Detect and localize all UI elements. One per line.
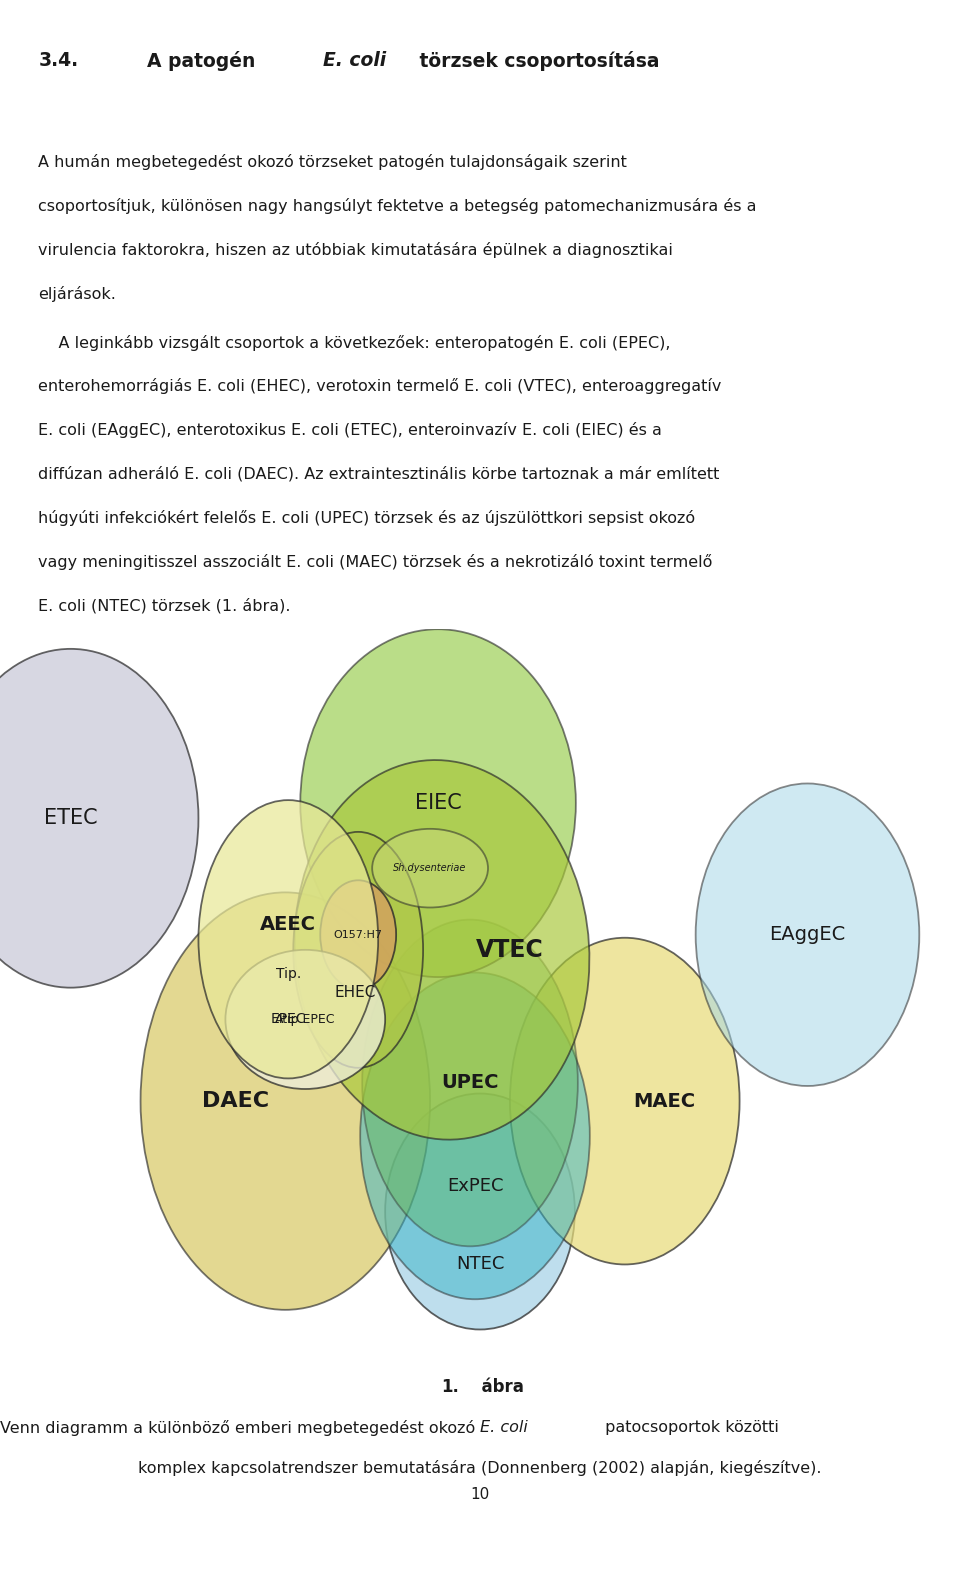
Text: EIEC: EIEC [415,793,462,813]
Text: Venn diagramm a különböző emberi megbetegedést okozó: Venn diagramm a különböző emberi megbete… [0,1420,480,1436]
Text: 1.: 1. [442,1378,460,1395]
Text: AEEC: AEEC [260,914,316,934]
Text: ExPEC: ExPEC [446,1177,503,1195]
Text: EAggEC: EAggEC [769,925,846,944]
Ellipse shape [295,760,589,1140]
Text: E. coli (EAggEC), enterotoxikus E. coli (ETEC), enteroinvazív E. coli (EIEC) és : E. coli (EAggEC), enterotoxikus E. coli … [38,422,662,439]
Text: VTEC: VTEC [476,938,543,961]
Text: EPEC: EPEC [271,1013,306,1027]
Ellipse shape [300,629,576,977]
Ellipse shape [510,938,739,1265]
Ellipse shape [226,950,385,1089]
Text: MAEC: MAEC [634,1092,696,1111]
Text: ETEC: ETEC [44,809,98,829]
Ellipse shape [140,892,430,1310]
Text: vagy meningitisszel asszociált E. coli (MAEC) törzsek és a nekrotizáló toxint te: vagy meningitisszel asszociált E. coli (… [38,554,712,569]
Text: 3.4.: 3.4. [38,50,79,69]
Ellipse shape [0,650,199,988]
Ellipse shape [372,829,488,908]
Text: NTEC: NTEC [456,1255,504,1274]
Ellipse shape [321,881,396,989]
Text: Tip.: Tip. [276,967,300,982]
Text: Atip.EPEC: Atip.EPEC [275,1013,336,1026]
Text: E. coli (NTEC) törzsek (1. ábra).: E. coli (NTEC) törzsek (1. ábra). [38,598,291,613]
Text: eljárások.: eljárások. [38,286,116,302]
Text: E. coli: E. coli [480,1420,528,1435]
Text: EHEC: EHEC [334,985,376,1000]
Ellipse shape [696,783,920,1085]
Text: húgyúti infekciókért felelős E. coli (UPEC) törzsek és az újszülöttkori sepsist : húgyúti infekciókért felelős E. coli (UP… [38,510,696,525]
Text: O157:H7: O157:H7 [334,930,383,939]
Text: csoportosítjuk, különösen nagy hangsúlyt fektetve a betegség patomechanizmusára : csoportosítjuk, különösen nagy hangsúlyt… [38,198,756,214]
Text: törzsek csoportosítása: törzsek csoportosítása [413,50,660,71]
Text: E. coli: E. coli [323,50,386,69]
Text: ábra: ábra [470,1378,524,1395]
Text: komplex kapcsolatrendszer bemutatására (Donnenberg (2002) alapján, kiegészítve).: komplex kapcsolatrendszer bemutatására (… [138,1460,822,1475]
Text: patocsoportok közötti: patocsoportok közötti [600,1420,779,1435]
Ellipse shape [360,972,589,1299]
Text: diffúzan adheráló E. coli (DAEC). Az extraintesztinális körbe tartoznak a már em: diffúzan adheráló E. coli (DAEC). Az ext… [38,466,720,481]
Ellipse shape [294,832,423,1068]
Text: A leginkább vizsgált csoportok a következőek: enteropatogén E. coli (EPEC),: A leginkább vizsgált csoportok a követke… [38,335,671,351]
Ellipse shape [362,920,578,1246]
Text: A humán megbetegedést okozó törzseket patogén tulajdonságaik szerint: A humán megbetegedést okozó törzseket pa… [38,154,627,170]
Ellipse shape [199,801,378,1079]
Text: A patogén: A patogén [147,50,261,71]
Text: virulencia faktorokra, hiszen az utóbbiak kimutatására épülnek a diagnosztikai: virulencia faktorokra, hiszen az utóbbia… [38,242,673,258]
Text: Sh.dysenteriae: Sh.dysenteriae [394,864,467,873]
Text: 10: 10 [470,1486,490,1502]
Text: UPEC: UPEC [442,1073,499,1093]
Text: enterohemorrágiás E. coli (EHEC), verotoxin termelő E. coli (VTEC), enteroaggreg: enterohemorrágiás E. coli (EHEC), veroto… [38,379,722,395]
Ellipse shape [385,1093,575,1329]
Text: DAEC: DAEC [202,1092,269,1111]
